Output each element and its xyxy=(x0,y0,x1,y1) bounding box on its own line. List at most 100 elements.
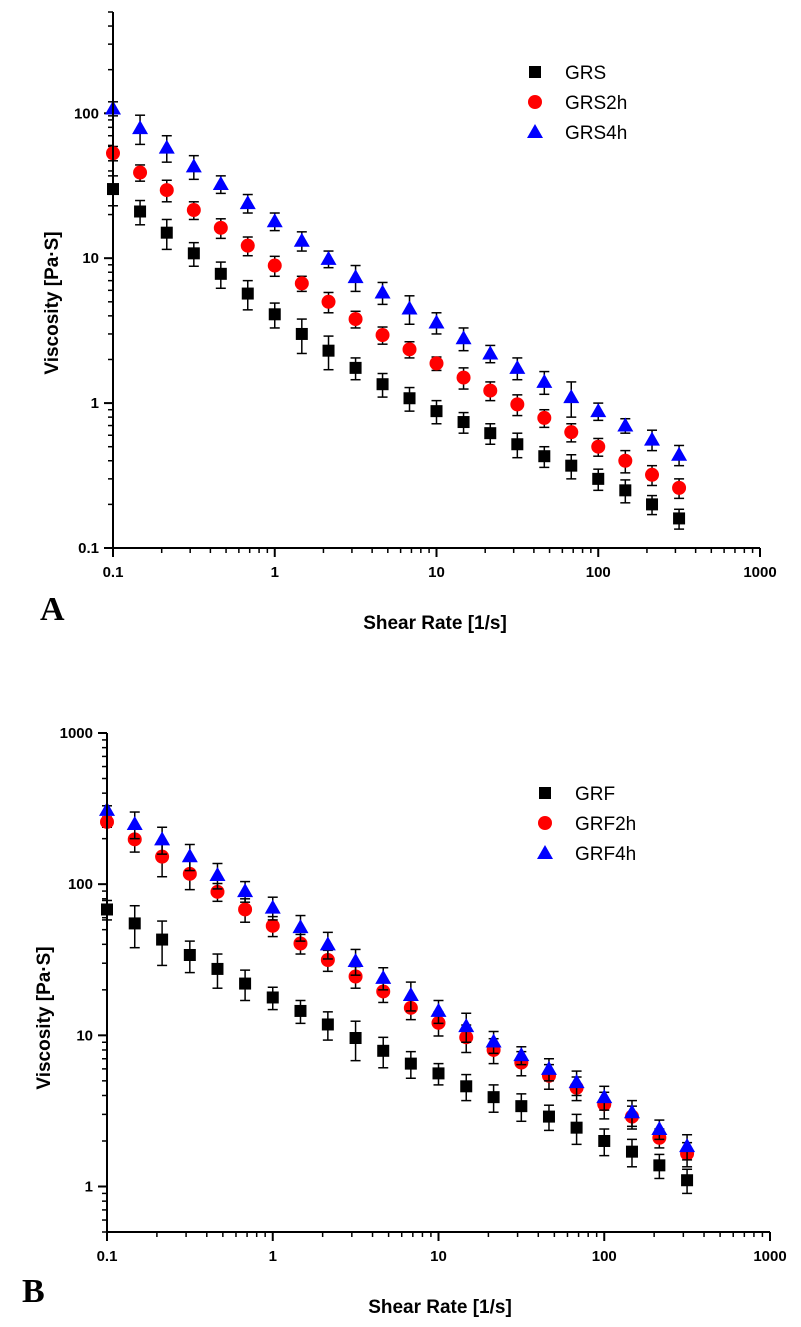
data-point xyxy=(672,480,687,495)
x-tick-label: 100 xyxy=(586,564,611,581)
data-point xyxy=(568,1074,585,1089)
data-point xyxy=(617,417,634,432)
data-point xyxy=(322,344,335,357)
data-point xyxy=(511,438,524,451)
data-point xyxy=(653,1159,666,1172)
data-point xyxy=(487,1091,500,1104)
data-point xyxy=(455,330,472,345)
data-point xyxy=(158,139,175,154)
data-point xyxy=(320,953,335,968)
data-point xyxy=(241,287,254,300)
data-point xyxy=(268,308,281,321)
series-grs2h xyxy=(106,145,687,500)
data-point xyxy=(133,165,148,180)
legend-label: GRS2h xyxy=(565,93,627,114)
data-point xyxy=(348,969,363,984)
data-point xyxy=(456,370,471,385)
panel-b-ticks: 0.1 1 10 100 1000 1 10 100 1000 xyxy=(60,725,787,1265)
data-point xyxy=(185,158,202,173)
data-point xyxy=(591,439,606,454)
panel-b-y-axis-title: Viscosity [Pa·S] xyxy=(34,946,55,1089)
data-point xyxy=(404,1057,417,1070)
data-point xyxy=(374,284,391,299)
panel-a-data-points xyxy=(105,100,688,530)
data-point xyxy=(592,472,605,485)
data-point xyxy=(212,176,229,191)
y-tick-label: 0.1 xyxy=(78,540,99,557)
data-point xyxy=(565,459,578,472)
data-point xyxy=(483,383,498,398)
data-point xyxy=(457,416,470,429)
data-point xyxy=(132,120,149,135)
panel-b-axes xyxy=(106,733,770,1233)
data-point xyxy=(293,232,310,247)
data-point xyxy=(294,276,309,291)
data-point xyxy=(402,342,417,357)
panel-b-chart: B Shear Rate [1/s] Viscosity [Pa·S] 0.1 1… xyxy=(22,725,787,1318)
data-point xyxy=(211,962,224,975)
data-point xyxy=(376,984,391,999)
data-point xyxy=(213,220,228,235)
data-point xyxy=(484,427,497,440)
data-point xyxy=(347,953,364,968)
data-point xyxy=(266,213,283,228)
data-point xyxy=(671,446,688,461)
data-point xyxy=(264,899,281,914)
panel-a-chart: A Shear Rate [1/s] Viscosity [Pa·S] 0.1 1… xyxy=(40,11,777,634)
data-point xyxy=(295,327,308,340)
data-point xyxy=(509,359,526,374)
data-point xyxy=(645,467,660,482)
y-tick-label: 10 xyxy=(76,1027,93,1044)
data-point xyxy=(128,917,141,930)
data-point xyxy=(349,361,362,374)
data-point xyxy=(375,328,390,343)
data-point xyxy=(265,918,280,933)
data-point xyxy=(155,849,170,864)
data-point xyxy=(181,848,198,863)
data-point xyxy=(428,314,445,329)
y-tick-label: 10 xyxy=(82,250,99,267)
x-tick-label: 100 xyxy=(592,1248,617,1265)
data-point xyxy=(186,203,201,218)
y-tick-label: 100 xyxy=(74,105,99,122)
data-point xyxy=(321,294,336,309)
legend-label: GRF xyxy=(575,784,615,805)
x-tick-label: 1000 xyxy=(753,1248,786,1265)
data-point xyxy=(160,226,173,239)
legend-marker xyxy=(527,124,543,138)
data-point xyxy=(292,919,309,934)
data-point xyxy=(429,356,444,371)
y-tick-label: 100 xyxy=(68,876,93,893)
data-point xyxy=(644,431,661,446)
data-point xyxy=(513,1047,530,1062)
data-point xyxy=(598,1134,611,1147)
data-point xyxy=(679,1138,696,1153)
data-point xyxy=(401,300,418,315)
data-point xyxy=(619,484,632,497)
data-point xyxy=(432,1067,445,1080)
data-point xyxy=(239,977,252,990)
data-point xyxy=(154,831,171,846)
data-point xyxy=(564,425,579,440)
data-point xyxy=(267,258,282,273)
x-tick-label: 1000 xyxy=(743,564,776,581)
legend-label: GRF4h xyxy=(575,844,636,865)
legend-label: GRF2h xyxy=(575,814,636,835)
series-grs xyxy=(107,175,686,530)
data-point xyxy=(294,1004,307,1017)
legend-marker xyxy=(537,845,553,859)
series-grf4h xyxy=(99,801,696,1161)
data-point xyxy=(214,267,227,280)
series-grs4h xyxy=(105,100,688,467)
x-tick-label: 0.1 xyxy=(103,564,124,581)
x-tick-label: 10 xyxy=(430,1248,447,1265)
data-point xyxy=(238,902,253,917)
panel-b-x-axis-title: Shear Rate [1/s] xyxy=(368,1297,512,1318)
y-tick-label: 1 xyxy=(85,1178,93,1195)
data-point xyxy=(458,1018,475,1033)
data-point xyxy=(209,866,226,881)
series-grf xyxy=(101,899,694,1195)
data-point xyxy=(134,205,147,218)
